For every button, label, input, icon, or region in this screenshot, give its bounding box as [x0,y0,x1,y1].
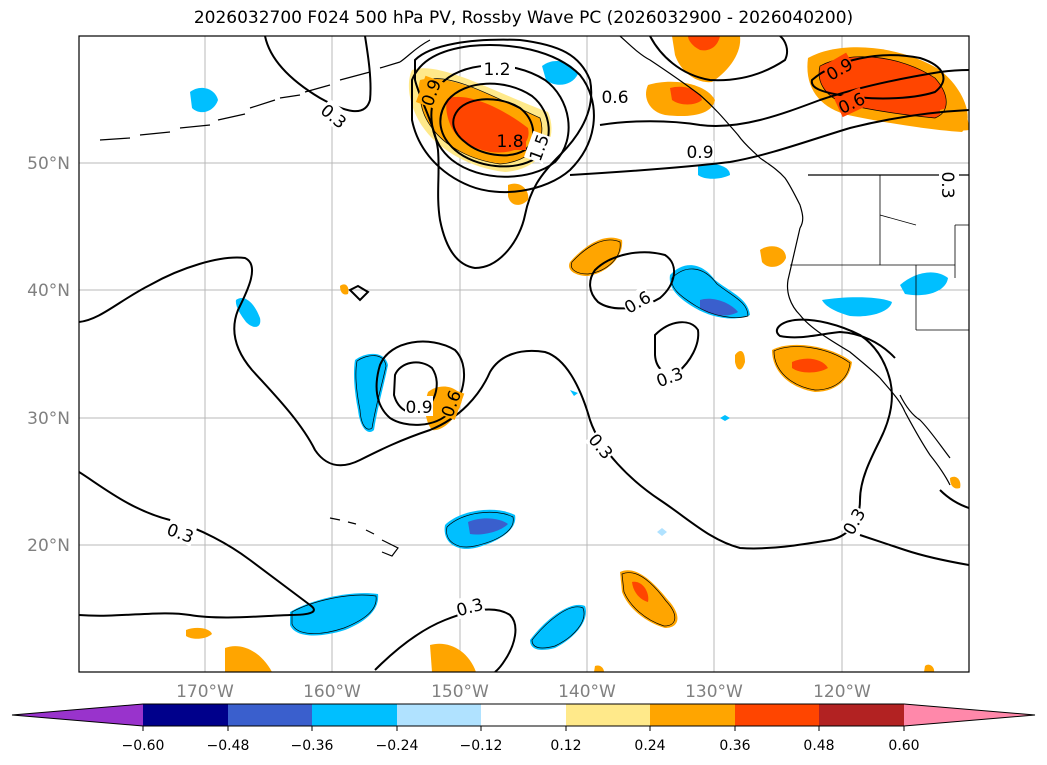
contour-south-0.3 [374,608,517,672]
contour-north-0.9 [599,69,969,127]
anomaly-west-aleutians [190,87,218,113]
contour-label-4: 1.8 [496,132,523,152]
anomaly-mexico-coast [950,476,961,489]
lat-labels: 50°N 40°N 30°N 20°N [27,154,70,556]
anomaly-small-5 [594,665,604,672]
lon-labels: 170°W 160°W 150°W 140°W 130°W 120°W [176,682,871,702]
baja-california [899,394,951,486]
lat-label-50: 50°N [27,154,70,174]
lon-label-150w: 150°W [431,682,489,702]
negative-anomalies [190,60,948,650]
anomaly-small-3 [340,284,349,295]
bc-coast [759,157,804,229]
colorbar-tick-7: 0.24 [634,738,665,754]
colorbar-tick-6: 0.12 [550,738,581,754]
contour-label-13: 0.9 [405,398,432,418]
contour-east-0.3 [859,534,969,566]
anomaly-small-6 [924,664,935,672]
contour-alaska-0.3 [264,36,372,113]
contour-label-10: 0.3 [937,171,957,198]
contour-label-6: 0.6 [601,88,628,108]
contour-west-0.3 [79,471,315,619]
anomaly-central-blue [354,353,388,432]
contour-gulf-0.9 [411,44,595,194]
colorbar-seg-10 [904,704,1035,726]
anomaly-ne-pacific [569,237,623,276]
contour-north-0.6 [569,109,969,176]
anomaly-dot-1 [570,390,578,396]
colorbar-tick-1: −0.60 [122,738,165,754]
anomaly-south-blue-2 [530,604,586,650]
anomaly-nevada-blue [900,272,948,296]
contour-central-0.9 [392,361,438,415]
hawaii [329,517,399,557]
colorbar-seg-6 [566,704,650,726]
colorbar: −0.60 −0.48 −0.36 −0.24 −0.12 0.12 0.24 … [11,703,1036,754]
pv-contours [79,36,969,672]
contour-label-1: 1.2 [483,60,510,80]
colorbar-seg-8 [735,704,819,726]
anomaly-small-1 [508,183,529,205]
contour-label-7: 0.9 [686,143,713,163]
colorbar-seg-5 [481,704,566,726]
anomaly-california-north [760,246,786,267]
colorbar-tick-2: −0.48 [207,738,250,754]
map-frame [78,35,970,673]
colorbar-tick-3: −0.36 [291,738,334,754]
colorbar-seg-3 [312,704,397,726]
map-field: 1.2 0.9 0.3 1.8 1.5 0.6 0.9 0.9 0.6 0.3 … [79,36,969,672]
anomaly-small-4 [186,627,212,639]
alaska-coast [399,36,761,159]
contour-lower-east [939,489,969,509]
colorbar-tick-5: −0.12 [460,738,503,754]
contour-alaska-0.6 [649,36,789,82]
lon-label-130w: 130°W [685,682,743,702]
anomaly-dot-2 [720,415,730,421]
aleutian-islands [99,61,401,141]
colorbar-tick-10: 0.60 [888,738,919,754]
colorbar-seg-0 [12,704,143,726]
colorbar-seg-2 [228,704,312,726]
anomaly-dot-3 [657,528,667,536]
colorbar-tick-8: 0.36 [719,738,750,754]
lat-label-20: 20°N [27,536,70,556]
lon-label-120w: 120°W [813,682,871,702]
colorbar-seg-4 [397,704,481,726]
colorbar-tick-9: 0.48 [803,738,834,754]
anomaly-south-2 [225,646,272,672]
lat-label-40: 40°N [27,281,70,301]
colorbar-seg-9 [819,704,904,726]
colorbar-tick-4: −0.24 [376,738,419,754]
lon-label-140w: 140°W [558,682,616,702]
contour-gulf-0.6 [414,38,593,270]
colorbar-seg-1 [143,704,228,726]
anomaly-canada-east [940,107,969,131]
map-title: 2026032700 F024 500 hPa PV, Rossby Wave … [193,8,854,28]
anomaly-alaska-panhandle [672,36,741,83]
anomaly-south-3 [430,643,476,672]
anomaly-bc-small [698,163,730,179]
lon-label-160w: 160°W [303,682,361,702]
anomaly-mid-north [235,298,261,327]
anomaly-small-2 [735,350,745,370]
contour-mid-0.6 [589,251,675,310]
contour-small-box [348,284,370,302]
contour-main-0.3 [79,256,896,550]
lat-label-30: 30°N [27,409,70,429]
anomaly-california-blue [822,297,892,317]
state-borders [790,175,969,331]
colorbar-seg-7 [650,704,735,726]
lon-label-170w: 170°W [176,682,234,702]
